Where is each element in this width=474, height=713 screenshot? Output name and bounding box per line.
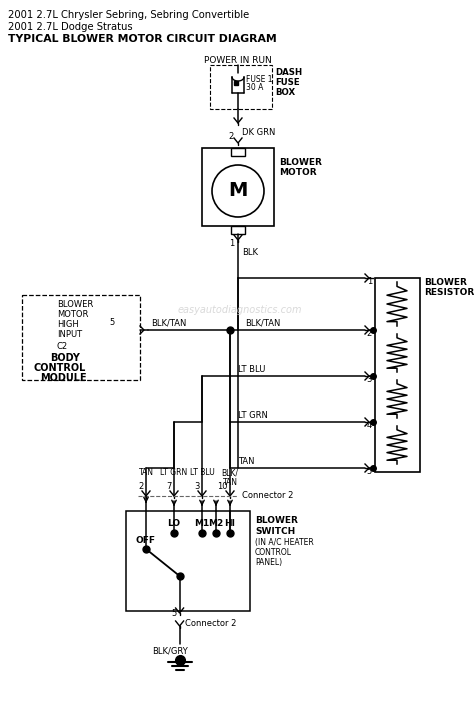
Text: 4: 4 [367,421,372,430]
Text: BLK/GRY: BLK/GRY [152,647,188,656]
Text: TAN: TAN [238,457,255,466]
Text: LT GRN: LT GRN [160,468,188,477]
Text: 1: 1 [367,277,372,286]
Text: CONTROL: CONTROL [255,548,292,557]
Text: Connector 2: Connector 2 [184,620,236,628]
Text: 30 A: 30 A [246,83,264,92]
Text: 2: 2 [229,132,234,141]
Text: 10: 10 [218,482,228,491]
Text: RESISTOR: RESISTOR [424,288,474,297]
Text: easyautodiagnostics.com: easyautodiagnostics.com [178,305,302,315]
Text: MOTOR: MOTOR [279,168,317,177]
Text: LT BLU: LT BLU [238,365,265,374]
Text: BLK/TAN: BLK/TAN [151,319,186,328]
Text: 5: 5 [171,610,177,618]
Text: CONTROL: CONTROL [34,363,86,373]
Text: M: M [228,182,248,200]
Text: 7: 7 [167,482,172,491]
Text: OFF: OFF [136,536,156,545]
Text: 2001 2.7L Chrysler Sebring, Sebring Convertible: 2001 2.7L Chrysler Sebring, Sebring Conv… [8,10,249,20]
Text: FUSE 1: FUSE 1 [246,75,273,84]
Text: C2: C2 [57,342,68,351]
Bar [231,148,245,156]
Text: TAN: TAN [138,468,154,477]
Text: LT BLU: LT BLU [190,468,214,477]
Text: HIGH: HIGH [57,320,79,329]
Bar [126,511,250,611]
Text: BLOWER: BLOWER [279,158,322,167]
Bar [202,148,274,226]
Text: LO: LO [167,519,181,528]
Text: BLK/TAN: BLK/TAN [245,319,281,328]
Bar [210,65,272,109]
Bar [375,278,420,472]
Text: FUSE: FUSE [275,78,300,87]
Text: 2: 2 [139,482,144,491]
Text: 5: 5 [367,467,372,476]
Text: BOX: BOX [275,88,295,97]
Text: MOTOR: MOTOR [57,310,88,319]
Text: POWER IN RUN: POWER IN RUN [204,56,272,65]
Text: BLOWER: BLOWER [255,516,298,525]
Text: 5: 5 [110,318,115,327]
Text: 1: 1 [229,239,234,248]
Text: LT GRN: LT GRN [238,411,268,420]
Text: BLK: BLK [242,248,258,257]
Circle shape [212,165,264,217]
Text: SWITCH: SWITCH [255,527,295,536]
Text: 2001 2.7L Dodge Stratus: 2001 2.7L Dodge Stratus [8,22,133,32]
Text: 2: 2 [367,329,372,338]
Text: M2: M2 [209,519,224,528]
Text: TYPICAL BLOWER MOTOR CIRCUIT DIAGRAM: TYPICAL BLOWER MOTOR CIRCUIT DIAGRAM [8,34,277,44]
Text: INPUT: INPUT [57,330,82,339]
Text: 3: 3 [366,375,372,384]
Text: M1: M1 [194,519,210,528]
Text: DK GRN: DK GRN [242,128,275,137]
Text: DASH: DASH [275,68,302,77]
Text: 3: 3 [195,482,200,491]
Text: (IN A/C HEATER: (IN A/C HEATER [255,538,314,547]
Text: PANEL): PANEL) [255,558,282,567]
Text: BODY: BODY [50,353,80,363]
Text: MODULE: MODULE [40,373,87,383]
Bar [22,295,140,380]
Text: HI: HI [225,519,236,528]
Bar [231,226,245,234]
Text: BLOWER: BLOWER [57,300,93,309]
Text: BLOWER: BLOWER [424,278,467,287]
Text: Connector 2: Connector 2 [242,491,293,501]
Text: BLK/
TAN: BLK/ TAN [221,468,238,488]
